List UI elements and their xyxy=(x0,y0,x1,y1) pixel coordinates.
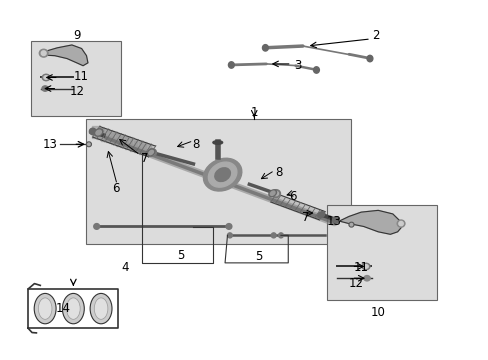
Text: 13: 13 xyxy=(42,138,57,151)
Ellipse shape xyxy=(225,224,231,229)
Ellipse shape xyxy=(332,217,339,223)
Text: 12: 12 xyxy=(69,85,84,98)
Text: 7: 7 xyxy=(301,211,308,224)
Polygon shape xyxy=(270,194,325,220)
Ellipse shape xyxy=(42,74,50,81)
Ellipse shape xyxy=(94,298,108,319)
Text: 6: 6 xyxy=(289,190,296,203)
Ellipse shape xyxy=(147,149,156,157)
Text: 11: 11 xyxy=(74,70,89,83)
Ellipse shape xyxy=(349,224,352,226)
Polygon shape xyxy=(339,210,401,234)
Ellipse shape xyxy=(273,192,278,196)
Ellipse shape xyxy=(262,45,268,51)
Ellipse shape xyxy=(38,298,52,319)
Ellipse shape xyxy=(398,221,403,226)
Ellipse shape xyxy=(270,191,274,195)
Ellipse shape xyxy=(278,233,283,238)
Ellipse shape xyxy=(396,220,404,227)
Polygon shape xyxy=(42,45,88,66)
Ellipse shape xyxy=(203,158,242,191)
Text: 10: 10 xyxy=(370,306,385,319)
Text: 7: 7 xyxy=(141,152,148,165)
Ellipse shape xyxy=(90,293,112,324)
Text: 2: 2 xyxy=(371,29,379,42)
Ellipse shape xyxy=(227,233,232,238)
Ellipse shape xyxy=(89,128,96,135)
Text: 9: 9 xyxy=(73,29,81,42)
Ellipse shape xyxy=(271,233,276,238)
Ellipse shape xyxy=(39,49,48,57)
Ellipse shape xyxy=(34,293,56,324)
Ellipse shape xyxy=(94,224,100,229)
Text: 8: 8 xyxy=(192,138,199,151)
Ellipse shape xyxy=(214,168,230,181)
Ellipse shape xyxy=(62,293,84,324)
Ellipse shape xyxy=(148,150,153,155)
Ellipse shape xyxy=(44,76,48,79)
Ellipse shape xyxy=(363,275,369,281)
Ellipse shape xyxy=(41,51,46,55)
Ellipse shape xyxy=(362,263,369,270)
Text: 8: 8 xyxy=(274,166,282,179)
Ellipse shape xyxy=(208,162,236,187)
Ellipse shape xyxy=(96,130,101,135)
Bar xyxy=(30,41,120,116)
Text: 3: 3 xyxy=(294,59,301,72)
Text: 1: 1 xyxy=(250,105,258,119)
Ellipse shape xyxy=(149,150,154,155)
Ellipse shape xyxy=(228,62,234,68)
Ellipse shape xyxy=(317,212,324,218)
Ellipse shape xyxy=(147,149,155,156)
Ellipse shape xyxy=(66,298,80,319)
Ellipse shape xyxy=(94,129,102,136)
Ellipse shape xyxy=(363,265,367,268)
Text: 6: 6 xyxy=(112,183,119,195)
Ellipse shape xyxy=(86,142,91,147)
Text: 11: 11 xyxy=(353,261,368,274)
Text: 12: 12 xyxy=(348,277,363,290)
Text: 14: 14 xyxy=(56,302,71,315)
Text: 5: 5 xyxy=(177,248,184,261)
Bar xyxy=(326,205,436,300)
Text: 13: 13 xyxy=(326,215,341,228)
Text: 4: 4 xyxy=(122,261,129,274)
Text: 5: 5 xyxy=(255,250,262,263)
Ellipse shape xyxy=(348,222,353,227)
Ellipse shape xyxy=(313,67,319,73)
Polygon shape xyxy=(93,126,155,157)
Bar xyxy=(86,119,351,244)
Ellipse shape xyxy=(87,143,90,145)
Ellipse shape xyxy=(366,55,372,62)
Ellipse shape xyxy=(42,86,48,91)
Ellipse shape xyxy=(271,190,280,198)
Ellipse shape xyxy=(212,141,222,144)
Ellipse shape xyxy=(268,190,276,197)
